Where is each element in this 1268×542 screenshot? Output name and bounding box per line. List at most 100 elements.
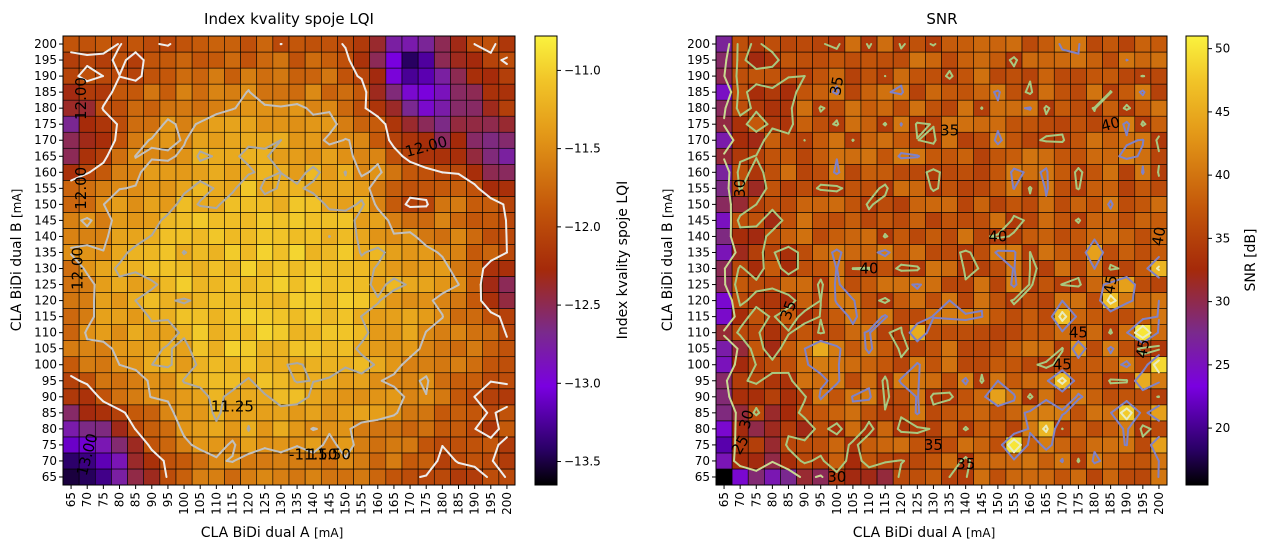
- heatmap-cell: [466, 196, 484, 213]
- contour-segment: [900, 152, 919, 157]
- contour-segment: [1099, 299, 1112, 313]
- heatmap-cell: [433, 115, 451, 133]
- contour-segment: [761, 251, 765, 270]
- heatmap-cell: [240, 260, 258, 277]
- heatmap-cell: [973, 324, 991, 341]
- contour-label: 40: [1099, 113, 1122, 135]
- heatmap-cell: [828, 131, 846, 149]
- heatmap-cell: [353, 35, 371, 53]
- heatmap-cell: [925, 244, 942, 261]
- heatmap-cell: [191, 452, 209, 470]
- heatmap-cell: [957, 147, 975, 165]
- heatmap-cell: [417, 212, 435, 229]
- contour-label: 12.00: [69, 247, 87, 290]
- heatmap-cell: [320, 180, 338, 197]
- contour-segment: [1013, 427, 1030, 435]
- heatmap-cell: [466, 372, 484, 390]
- heatmap-cell: [175, 388, 193, 406]
- contour-segment: [166, 319, 180, 334]
- x-tick-label: 145: [975, 492, 989, 515]
- heatmap-cell: [191, 244, 209, 261]
- heatmap-cell: [143, 51, 161, 69]
- heatmap-cell: [1086, 51, 1103, 69]
- contour-segment: [384, 277, 395, 286]
- heatmap-cell: [1021, 115, 1039, 133]
- contour-segment: [328, 208, 347, 212]
- heatmap-cell: [482, 340, 500, 358]
- heatmap-cell: [482, 388, 500, 406]
- heatmap-cell: [1118, 35, 1136, 53]
- contour-segment: [1137, 347, 1144, 356]
- heatmap-cell: [973, 212, 991, 229]
- heatmap-cell: [1150, 180, 1168, 197]
- contour-segment: [307, 380, 315, 398]
- contour-label: 45: [1069, 324, 1088, 342]
- heatmap-cell: [1102, 420, 1119, 438]
- contour-segment: [837, 347, 842, 366]
- heatmap-cell: [191, 420, 209, 438]
- contour-segment: [392, 385, 406, 398]
- heatmap-cell: [417, 308, 435, 325]
- heatmap-cell: [288, 51, 306, 69]
- heatmap-cell: [892, 436, 910, 454]
- heatmap-cell: [78, 147, 96, 165]
- contour-segment: [248, 91, 266, 106]
- contour-segment: [473, 43, 492, 54]
- y-tick-label: 115: [687, 310, 710, 324]
- heatmap-cell: [715, 212, 733, 229]
- contour-label: 35: [777, 298, 800, 322]
- heatmap-cell: [288, 212, 306, 229]
- contour-segment: [1109, 90, 1113, 94]
- contour-segment: [1093, 238, 1105, 254]
- x-tick-label: 175: [1071, 492, 1085, 515]
- contour-segment: [771, 347, 782, 361]
- contour-segment: [1039, 135, 1048, 142]
- heatmap-cell: [159, 420, 177, 438]
- heatmap-cell: [175, 67, 193, 85]
- heatmap-cell: [1118, 196, 1136, 213]
- contour-segment: [1149, 435, 1160, 446]
- heatmap-cell: [908, 67, 926, 85]
- y-tick-label: 150: [34, 197, 57, 211]
- contour-segment: [1024, 80, 1032, 94]
- heatmap-cell: [288, 340, 306, 358]
- heatmap-cell: [1086, 35, 1103, 53]
- heatmap-cell: [892, 180, 910, 197]
- heatmap-cell: [240, 115, 258, 133]
- heatmap-cell: [989, 244, 1007, 261]
- heatmap-cell: [159, 163, 177, 181]
- contour-segment: [900, 263, 919, 268]
- heatmap-cell: [191, 131, 209, 149]
- x-tick-label: 130: [274, 492, 288, 515]
- heatmap-cell: [1118, 308, 1136, 325]
- heatmap-cell: [159, 468, 177, 486]
- heatmap-cell: [127, 51, 145, 69]
- heatmap-cell: [908, 212, 926, 229]
- heatmap-cell: [1053, 212, 1071, 229]
- contour-segment: [797, 399, 806, 414]
- contour-segment: [1125, 427, 1130, 446]
- contour-segment: [494, 411, 500, 430]
- lqi-colorbar-label: Index kvality spoje LQI: [615, 181, 631, 340]
- heatmap-cell: [385, 420, 403, 438]
- heatmap-cell: [1005, 452, 1023, 470]
- heatmap-cell: [385, 324, 403, 341]
- contour-segment: [102, 91, 114, 107]
- contour-segment: [489, 427, 500, 439]
- heatmap-cell: [207, 244, 225, 261]
- y-tick-label: 65: [695, 470, 710, 484]
- contour-segment: [900, 363, 917, 380]
- heatmap-cell: [498, 324, 516, 341]
- heatmap-cell: [256, 51, 274, 69]
- heatmap-cell: [989, 436, 1007, 454]
- contour-segment: [86, 338, 105, 343]
- contour-segment: [1102, 281, 1112, 286]
- contour-segment: [199, 180, 215, 190]
- x-tick-label: 150: [339, 492, 353, 515]
- contour-segment: [838, 283, 854, 301]
- contour-segment: [183, 381, 202, 389]
- contour-segment: [126, 244, 137, 254]
- contour-segment: [733, 459, 742, 468]
- contour-segment: [118, 187, 127, 191]
- colorbar-tick-label: 35: [1215, 231, 1230, 245]
